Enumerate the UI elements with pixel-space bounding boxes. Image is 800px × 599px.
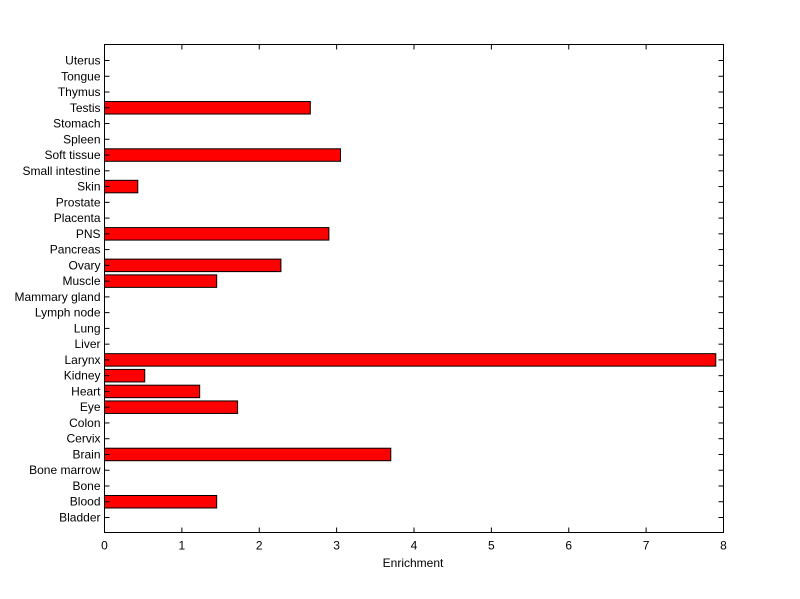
y-tick-label: PNS — [76, 227, 101, 241]
y-tick-label: Placenta — [54, 211, 101, 225]
x-tick-label: 3 — [333, 539, 340, 553]
x-tick-label: 2 — [256, 539, 263, 553]
y-tick-label: Bone marrow — [29, 463, 101, 477]
x-tick-label: 0 — [101, 539, 108, 553]
y-tick-label: Blood — [70, 495, 101, 509]
bar-testis — [104, 101, 311, 115]
y-tick-label: Lung — [74, 321, 101, 335]
y-tick-label: Spleen — [63, 132, 100, 146]
y-tick-label: Tongue — [61, 69, 101, 83]
y-tick-label: Larynx — [64, 353, 100, 367]
x-tick-label: 5 — [488, 539, 495, 553]
x-tick-label: 4 — [411, 539, 418, 553]
bar-soft-tissue — [104, 148, 341, 162]
bar-heart — [104, 384, 201, 399]
x-tick-label: 1 — [179, 539, 186, 553]
bar-ovary — [104, 258, 282, 273]
y-tick-label: Heart — [71, 384, 101, 398]
y-tick-label: Bladder — [59, 511, 100, 525]
bar-brain — [104, 447, 392, 462]
bars-group — [104, 101, 717, 509]
bar-blood — [104, 494, 218, 509]
y-tick-label: Muscle — [62, 274, 100, 288]
y-tick-label: Small intestine — [22, 164, 100, 178]
y-tick-label: Skin — [77, 180, 100, 194]
y-tick-label: Testis — [70, 101, 101, 115]
x-axis-label: Enrichment — [383, 556, 444, 570]
bar-eye — [104, 400, 239, 414]
y-tick-label: Brain — [72, 447, 100, 461]
y-tick-label: Cervix — [66, 432, 100, 446]
y-tick-label: Uterus — [65, 54, 100, 68]
y-tick-label: Liver — [74, 337, 100, 351]
y-tick-label: Ovary — [68, 258, 100, 272]
bar-pns — [104, 227, 330, 241]
bar-muscle — [104, 274, 218, 288]
y-tick-label: Pancreas — [50, 243, 101, 257]
y-tick-label: Lymph node — [35, 306, 101, 320]
x-tick-label: 7 — [643, 539, 650, 553]
x-tick-label: 6 — [565, 539, 572, 553]
y-tick-label: Mammary gland — [14, 290, 100, 304]
y-tick-label: Thymus — [58, 85, 101, 99]
y-tick-label: Kidney — [64, 369, 101, 383]
y-tick-label: Prostate — [56, 195, 101, 209]
bar-kidney — [104, 368, 146, 383]
bar-larynx — [104, 353, 717, 367]
y-tick-label: Stomach — [53, 117, 100, 131]
y-tick-label: Eye — [80, 400, 101, 414]
x-tick-label: 8 — [720, 539, 727, 553]
y-tick-label: Bone — [72, 479, 100, 493]
y-tick-label: Soft tissue — [44, 148, 100, 162]
y-tick-label: Colon — [69, 416, 100, 430]
